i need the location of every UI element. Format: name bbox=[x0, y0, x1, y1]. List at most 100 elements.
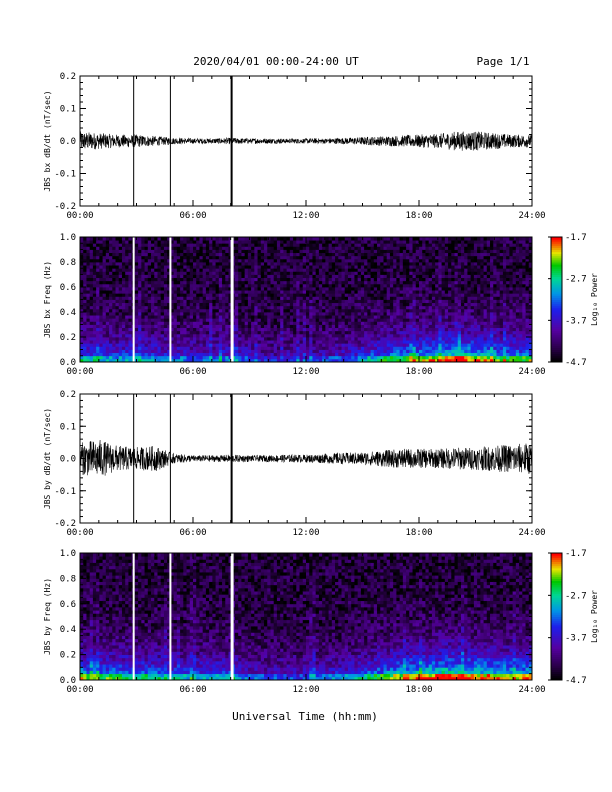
spectrogram-cell bbox=[147, 349, 152, 354]
spectrogram-cell bbox=[170, 274, 175, 279]
spectrogram-cell bbox=[441, 290, 446, 294]
spectrogram-cell bbox=[196, 330, 200, 335]
spectrogram-cell bbox=[351, 343, 355, 347]
spectrogram-cell bbox=[157, 302, 162, 307]
spectrogram-cell bbox=[296, 252, 300, 257]
spectrogram-cell bbox=[160, 237, 165, 241]
spectrogram-cell bbox=[412, 283, 417, 288]
spectrogram-cell bbox=[406, 330, 410, 335]
spectrogram-cell bbox=[354, 274, 359, 279]
spectrogram-cell bbox=[441, 246, 446, 250]
spectrogram-cell bbox=[296, 240, 300, 244]
spectrogram-cell bbox=[138, 287, 142, 291]
spectrogram-cell bbox=[344, 240, 349, 244]
spectrogram-cell bbox=[244, 268, 249, 272]
spectrogram-cell bbox=[83, 308, 87, 313]
spectrogram-cell bbox=[264, 255, 268, 260]
spectrogram-cell bbox=[464, 255, 468, 260]
spectrogram-cell bbox=[402, 283, 407, 288]
spectrogram-cell bbox=[338, 346, 342, 350]
spectrogram-cell bbox=[273, 302, 278, 307]
spectrogram-cell bbox=[234, 255, 239, 260]
spectrogram-cell bbox=[273, 296, 278, 300]
spectrogram-cell bbox=[283, 327, 288, 332]
spectrogram-cell bbox=[344, 296, 349, 300]
spectrogram-cell bbox=[386, 246, 391, 250]
spectrogram-cell bbox=[425, 268, 430, 272]
spectrogram-cell bbox=[238, 337, 242, 341]
spectrogram-cell bbox=[360, 302, 365, 307]
spectrogram-cell bbox=[270, 240, 275, 244]
spectrogram-cell bbox=[412, 355, 417, 360]
spectrogram-cell bbox=[325, 352, 329, 357]
spectrogram-cell bbox=[399, 327, 404, 332]
spectrogram-cell bbox=[318, 333, 323, 338]
spectrogram-cell bbox=[315, 321, 320, 325]
spectrogram-cell bbox=[144, 240, 149, 244]
spectrogram-cell bbox=[367, 346, 371, 350]
spectrogram-cell bbox=[460, 290, 465, 294]
spectrogram-cell bbox=[267, 280, 271, 285]
spectrogram-cell bbox=[160, 330, 165, 335]
spectrogram-cell bbox=[383, 321, 388, 325]
spectrogram-cell bbox=[109, 290, 113, 294]
spectrogram-cell bbox=[386, 318, 391, 322]
spectrogram-cell bbox=[160, 283, 165, 288]
spectrogram-cell bbox=[312, 268, 317, 272]
spectrogram-cell bbox=[115, 265, 120, 269]
spectrogram-cell bbox=[257, 318, 262, 322]
spectrogram-cell bbox=[205, 293, 210, 297]
spectrogram-cell bbox=[205, 249, 210, 254]
spectrogram-cell bbox=[312, 265, 317, 269]
spectrogram-cell bbox=[409, 277, 413, 282]
spectrogram-cell bbox=[134, 243, 139, 247]
spectrogram-cell bbox=[364, 280, 368, 285]
spectrogram-cell bbox=[431, 330, 436, 335]
spectrogram-cell bbox=[438, 308, 442, 313]
spectrogram-cell bbox=[457, 249, 462, 254]
spectrogram-cell bbox=[386, 340, 391, 344]
spectrogram-cell bbox=[406, 308, 410, 313]
spectrogram-cell bbox=[270, 268, 275, 272]
spectrogram-cell bbox=[144, 346, 149, 350]
spectrogram-cell bbox=[422, 287, 426, 291]
spectrogram-cell bbox=[212, 318, 216, 322]
spectrogram-cell bbox=[209, 280, 213, 285]
spectrogram-cell bbox=[293, 337, 297, 341]
spectrogram-cell bbox=[109, 280, 113, 285]
spectrogram-cell bbox=[309, 343, 313, 347]
spectrogram-cell bbox=[419, 340, 423, 344]
spectrogram-cell bbox=[409, 283, 413, 288]
spectrogram-cell bbox=[280, 296, 284, 300]
spectrogram-cell bbox=[347, 315, 352, 319]
spectrogram-cell bbox=[160, 252, 165, 257]
spectrogram-cell bbox=[377, 358, 381, 363]
spectrogram-cell bbox=[347, 277, 352, 282]
spectrogram-cell bbox=[460, 268, 465, 272]
spectrogram-cell bbox=[383, 340, 388, 344]
spectrogram-cell bbox=[144, 352, 149, 357]
spectrogram-cell bbox=[83, 287, 87, 291]
spectrogram-cell bbox=[218, 255, 223, 260]
spectrogram-cell bbox=[202, 355, 207, 360]
spectrogram-cell bbox=[151, 315, 155, 319]
spectrogram-cell bbox=[260, 293, 265, 297]
spectrogram-cell bbox=[189, 312, 194, 316]
spectrogram-cell bbox=[141, 296, 145, 300]
spectrogram-cell bbox=[115, 321, 120, 325]
spectrogram-cell bbox=[351, 337, 355, 341]
spectrogram-cell bbox=[125, 243, 129, 247]
spectrogram-cell bbox=[438, 290, 442, 294]
spectrogram-cell bbox=[89, 321, 94, 325]
spectrogram-cell bbox=[428, 268, 433, 272]
spectrogram-cell bbox=[338, 358, 342, 363]
spectrogram-cell bbox=[396, 302, 401, 307]
spectrogram-cell bbox=[364, 352, 368, 357]
spectrogram-cell bbox=[202, 330, 207, 335]
spectrogram-cell bbox=[444, 262, 449, 266]
spectrogram-cell bbox=[225, 255, 229, 260]
spectrogram-cell bbox=[335, 321, 339, 325]
spectrogram-cell bbox=[344, 255, 349, 260]
spectrogram-cell bbox=[428, 296, 433, 300]
spectrogram-cell bbox=[457, 327, 462, 332]
